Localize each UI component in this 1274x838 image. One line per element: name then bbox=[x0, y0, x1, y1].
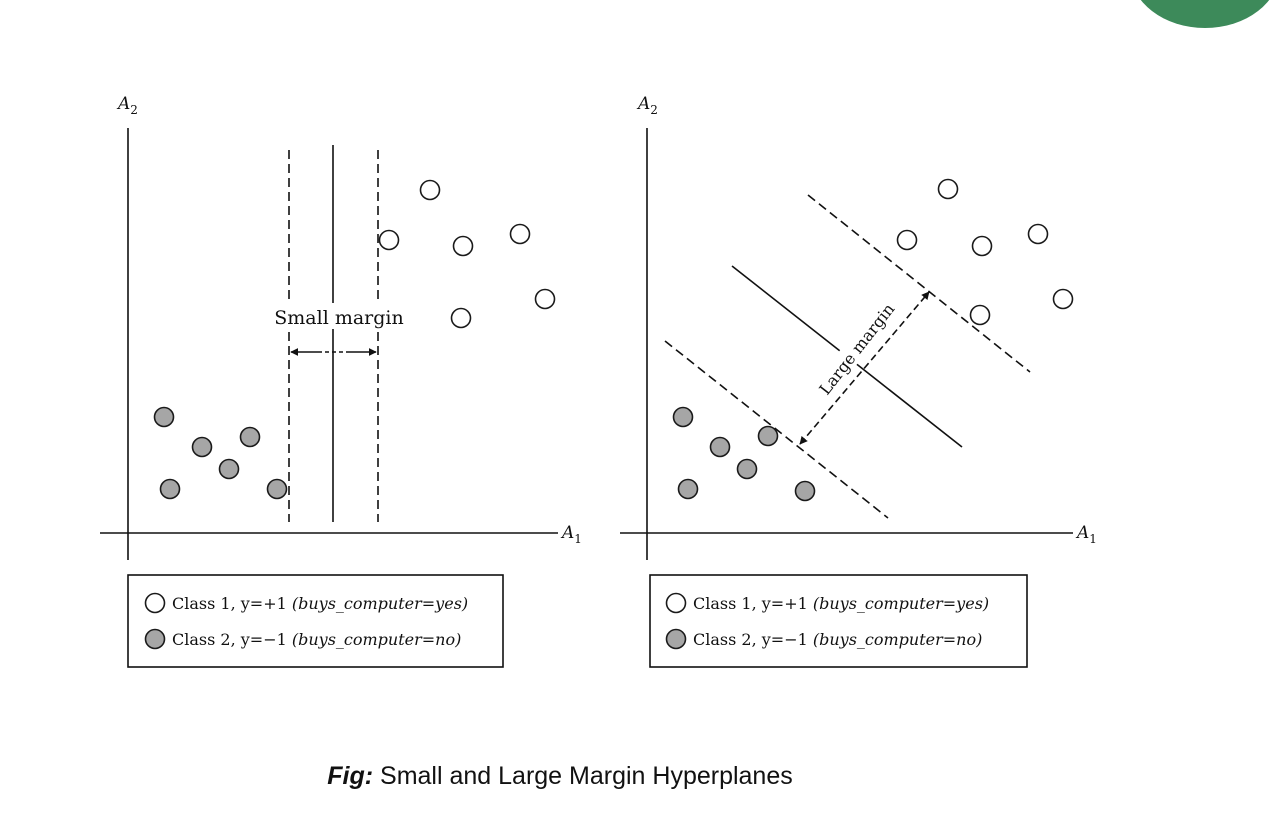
legend-class1-text: Class 1, y=+1 (buys_computer=yes) bbox=[172, 594, 468, 613]
margin-boundary-upper bbox=[807, 194, 1031, 373]
class2-point bbox=[677, 478, 699, 500]
margin-label-bg bbox=[273, 303, 406, 329]
class2-point bbox=[266, 478, 288, 500]
legend-class1-marker bbox=[144, 592, 166, 614]
small-margin-panel: A2 A1 Small margin Class 1, y=+1 (buys_c… bbox=[100, 94, 582, 668]
legend-class2-text: Class 2, y=−1 (buys_computer=no) bbox=[172, 630, 461, 649]
class1-point bbox=[1027, 223, 1049, 245]
class2-point bbox=[757, 425, 779, 447]
class2-point bbox=[794, 480, 816, 502]
legend-box bbox=[649, 574, 1028, 668]
legend-class1-text: Class 1, y=+1 (buys_computer=yes) bbox=[693, 594, 989, 613]
class1-point bbox=[534, 288, 556, 310]
x-axis-label: A1 bbox=[1075, 523, 1097, 546]
class2-point bbox=[218, 458, 240, 480]
class1-point bbox=[1052, 288, 1074, 310]
margin-arrow bbox=[799, 291, 930, 445]
y-axis-label: A2 bbox=[636, 94, 658, 117]
caption-lead: Fig: bbox=[327, 762, 374, 790]
legend-box bbox=[127, 574, 504, 668]
margin-label-bg bbox=[816, 301, 896, 395]
margin-label: Large margin bbox=[815, 300, 898, 399]
y-axis-label: A2 bbox=[116, 94, 138, 117]
corner-badge bbox=[1140, 0, 1270, 28]
x-axis-label: A1 bbox=[560, 523, 582, 546]
legend-class2-marker bbox=[665, 628, 687, 650]
figure-caption: Fig: Small and Large Margin Hyperplanes bbox=[0, 762, 1120, 791]
class1-point bbox=[378, 229, 400, 251]
class1-point bbox=[969, 304, 991, 326]
margin-label: Small margin bbox=[274, 307, 403, 329]
class2-point bbox=[159, 478, 181, 500]
class1-point bbox=[896, 229, 918, 251]
class1-point bbox=[450, 307, 472, 329]
class1-point bbox=[971, 235, 993, 257]
class2-point bbox=[239, 426, 261, 448]
class1-point bbox=[937, 178, 959, 200]
legend-class1-marker bbox=[665, 592, 687, 614]
legend-class2-text: Class 2, y=−1 (buys_computer=no) bbox=[693, 630, 982, 649]
class2-point bbox=[191, 436, 213, 458]
class1-point bbox=[419, 179, 441, 201]
class1-point bbox=[452, 235, 474, 257]
large-margin-panel: A2 A1 Large margin Class 1, y=+1 (buys_c… bbox=[620, 94, 1097, 668]
margin-boundary-lower bbox=[664, 340, 889, 519]
legend-class2-marker bbox=[144, 628, 166, 650]
class2-point bbox=[672, 406, 694, 428]
class2-point bbox=[736, 458, 758, 480]
class2-point bbox=[709, 436, 731, 458]
class2-point bbox=[153, 406, 175, 428]
caption-text: Small and Large Margin Hyperplanes bbox=[373, 762, 793, 790]
class1-point bbox=[509, 223, 531, 245]
